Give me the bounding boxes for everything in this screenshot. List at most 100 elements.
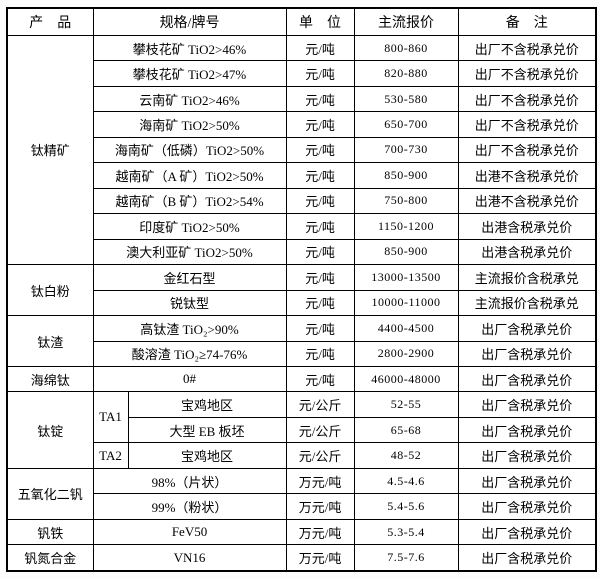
product-cell: 钒氮合金 [6, 544, 94, 572]
table-row: 越南矿（A 矿）TiO2>50% 元/吨 850-900 出港不含税承兑价 [7, 162, 597, 189]
price-cell: 850-900 [353, 238, 459, 266]
product-cell: 海绵钛 [6, 365, 94, 393]
unit-cell: 万元/吨 [285, 518, 355, 546]
spec-cell: 海南矿 TiO2>50% [92, 111, 287, 138]
unit-cell: 元/吨 [285, 365, 355, 393]
spec-cell: 98%（片状） [92, 467, 287, 495]
table-row: 海南矿 TiO2>50% 元/吨 650-700 出厂不含税承兑价 [7, 111, 597, 138]
spec-cell: 金红石型 [92, 264, 287, 291]
note-cell: 出厂不含税承兑价 [457, 85, 597, 113]
table-row: 海绵钛 0# 元/吨 46000-48000 出厂含税承兑价 [6, 365, 597, 393]
unit-cell: 元/吨 [285, 187, 355, 215]
unit-cell: 元/吨 [285, 60, 355, 87]
table-row: 钛白粉 金红石型 元/吨 13000-13500 主流报价含税承兑 [6, 264, 597, 317]
unit-cell: 元/吨 [285, 111, 355, 138]
unit-cell: 元/吨 [285, 315, 355, 342]
spec-cell: 越南矿（A 矿）TiO2>50% [92, 162, 287, 189]
price-cell: 52-55 [353, 391, 459, 418]
product-cell: 钒铁 [6, 518, 94, 546]
table-row: 印度矿 TiO2>50% 元/吨 1150-1200 出港含税承兑价 [7, 213, 597, 240]
price-cell: 2800-2900 [353, 340, 459, 367]
note-cell: 出厂含税承兑价 [457, 442, 597, 469]
note-cell: 出厂不含税承兑价 [457, 60, 597, 87]
grade-cell: TA1 [92, 391, 129, 444]
spec-cell: 印度矿 TiO2>50% [92, 213, 287, 240]
table-row: 澳大利亚矿 TiO2>50% 元/吨 850-900 出港含税承兑价 [7, 238, 597, 266]
header-product: 产 品 [6, 7, 94, 36]
spec-cell: 大型 EB 板坯 [127, 416, 287, 444]
table-row: 锐钛型 元/吨 10000-11000 主流报价含税承兑 [7, 289, 597, 317]
note-cell: 出厂不含税承兑价 [457, 34, 597, 62]
price-cell: 4400-4500 [353, 315, 459, 342]
table-row: 钒氮合金 VN16 万元/吨 7.5-7.6 出厂含税承兑价 [6, 544, 597, 572]
unit-cell: 万元/吨 [285, 493, 355, 520]
price-cell: 530-580 [353, 85, 459, 113]
spec-cell: VN16 [92, 544, 287, 572]
price-cell: 4.5-4.6 [353, 467, 459, 495]
price-cell: 46000-48000 [353, 365, 459, 393]
grade-cell: TA2 [92, 442, 129, 469]
note-cell: 出厂含税承兑价 [457, 493, 597, 520]
header-spec: 规格/牌号 [92, 7, 287, 36]
spec-cell: FeV50 [92, 518, 287, 546]
spec-cell: 高钛渣 TiO₂>90% [92, 315, 287, 342]
price-cell: 820-880 [353, 60, 459, 87]
unit-cell: 元/吨 [285, 238, 355, 266]
spec-cell: 云南矿 TiO2>46% [92, 85, 287, 113]
header-note: 备 注 [457, 7, 597, 36]
table-row: 钒铁 FeV50 万元/吨 5.3-5.4 出厂含税承兑价 [6, 518, 597, 546]
table-row: 大型 EB 板坯 元/公斤 65-68 出厂含税承兑价 [7, 416, 597, 444]
spec-cell: 99%（粉状） [92, 493, 287, 520]
unit-cell: 元/吨 [285, 85, 355, 113]
spec-cell: 0# [92, 365, 287, 393]
spec-cell: 酸溶渣 TiO₂≥74-76% [92, 340, 287, 367]
spec-cell: 宝鸡地区 [127, 442, 287, 469]
price-cell: 13000-13500 [353, 264, 459, 291]
price-cell: 850-900 [353, 162, 459, 189]
unit-cell: 万元/吨 [285, 467, 355, 495]
product-cell: 钛白粉 [6, 264, 94, 317]
price-cell: 7.5-7.6 [353, 544, 459, 572]
note-cell: 出厂不含税承兑价 [457, 111, 597, 138]
header-unit: 单 位 [285, 7, 355, 36]
price-cell: 700-730 [353, 136, 459, 164]
price-cell: 10000-11000 [353, 289, 459, 317]
table-row: 99%（粉状） 万元/吨 5.4-5.6 出厂含税承兑价 [7, 493, 597, 520]
price-cell: 5.4-5.6 [353, 493, 459, 520]
unit-cell: 元/公斤 [285, 391, 355, 418]
note-cell: 出港不含税承兑价 [457, 187, 597, 215]
unit-cell: 元/吨 [285, 136, 355, 164]
table-row: 云南矿 TiO2>46% 元/吨 530-580 出厂不含税承兑价 [7, 85, 597, 113]
header-price: 主流报价 [353, 7, 459, 36]
note-cell: 出厂含税承兑价 [457, 467, 597, 495]
price-cell: 48-52 [353, 442, 459, 469]
price-cell: 650-700 [353, 111, 459, 138]
spec-cell: 锐钛型 [92, 289, 287, 317]
spec-cell: 宝鸡地区 [127, 391, 287, 418]
unit-cell: 元/吨 [285, 264, 355, 291]
note-cell: 主流报价含税承兑 [457, 289, 597, 317]
note-cell: 出厂不含税承兑价 [457, 136, 597, 164]
note-cell: 主流报价含税承兑 [457, 264, 597, 291]
note-cell: 出厂含税承兑价 [457, 518, 597, 546]
table-row: 钛渣 高钛渣 TiO₂>90% 元/吨 4400-4500 出厂含税承兑价 [6, 315, 597, 367]
note-cell: 出厂含税承兑价 [457, 391, 597, 418]
note-cell: 出厂含税承兑价 [457, 340, 597, 367]
table-row: 五氧化二钒 98%（片状） 万元/吨 4.5-4.6 出厂含税承兑价 [6, 467, 597, 520]
unit-cell: 元/公斤 [285, 416, 355, 444]
table-row: 钛锭 TA1 宝鸡地区 元/公斤 52-55 出厂含税承兑价 [6, 391, 597, 469]
spec-cell: 越南矿（B 矿）TiO2>54% [92, 187, 287, 215]
note-cell: 出港含税承兑价 [457, 238, 597, 266]
spec-cell: 攀枝花矿 TiO2>46% [92, 34, 287, 62]
note-cell: 出港含税承兑价 [457, 213, 597, 240]
price-cell: 5.3-5.4 [353, 518, 459, 546]
table-row: 越南矿（B 矿）TiO2>54% 元/吨 750-800 出港不含税承兑价 [7, 187, 597, 215]
note-cell: 出厂含税承兑价 [457, 365, 597, 393]
table-row: 攀枝花矿 TiO2>47% 元/吨 820-880 出厂不含税承兑价 [7, 60, 597, 87]
table-row: 海南矿（低磷）TiO2>50% 元/吨 700-730 出厂不含税承兑价 [7, 136, 597, 164]
unit-cell: 元/吨 [285, 34, 355, 62]
price-cell: 800-860 [353, 34, 459, 62]
note-cell: 出厂含税承兑价 [457, 416, 597, 444]
product-cell: 五氧化二钒 [6, 467, 94, 520]
product-cell: 钛精矿 [6, 34, 94, 266]
